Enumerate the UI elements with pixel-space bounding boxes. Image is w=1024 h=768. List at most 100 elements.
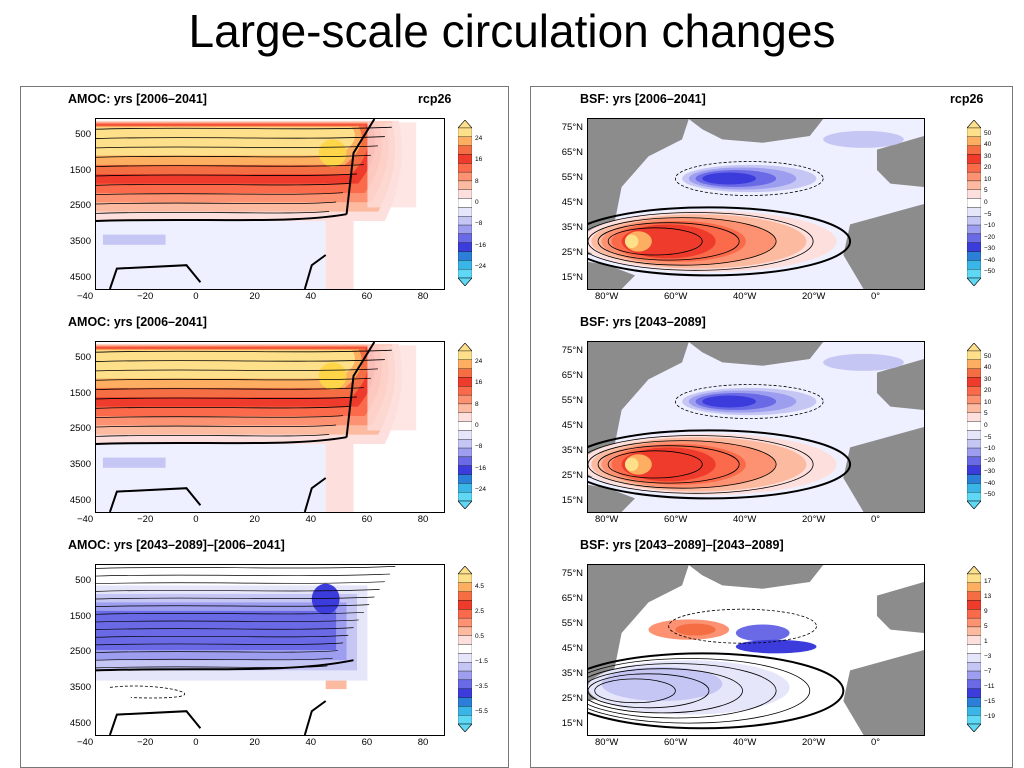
bsf-contour (588, 217, 777, 266)
bsf-map-area (587, 564, 925, 736)
amoc-plot-area (95, 564, 445, 736)
colorbar-swatch (457, 242, 473, 252)
x-tick-label: 60 (361, 737, 373, 748)
colorbar-label: 0 (475, 199, 479, 206)
panel-title: AMOC: yrs [2043–2089]–[2006–2041] (68, 538, 285, 552)
colorbar-swatch (457, 591, 473, 601)
x-tick-label: 20 (249, 291, 260, 302)
colorbar-swatch (966, 492, 982, 502)
colorbar-swatch (966, 430, 982, 440)
colorbar-label: −5 (984, 433, 992, 441)
subpolar-gyre-fill (702, 395, 756, 408)
panel-tag: rcp26 (418, 92, 452, 106)
bsf-contour (607, 450, 703, 479)
amoc-contour (96, 349, 392, 353)
bsf-contour (588, 673, 710, 709)
colorbar-swatch (457, 127, 473, 137)
colorbar-swatch (966, 706, 982, 716)
bsf-map-area (587, 341, 925, 513)
amoc-fill-band (96, 350, 355, 379)
colorbar-swatch (966, 145, 982, 155)
colorbar-label: 8 (475, 400, 479, 408)
colorbar-swatch (966, 465, 982, 475)
colorbar-label: 30 (984, 375, 992, 383)
colorbar-label: −20 (984, 233, 996, 241)
x-tick-label: −40 (77, 514, 94, 525)
colorbar-label: 20 (984, 387, 992, 395)
colorbar-label: 20 (984, 164, 992, 172)
y-tick-label: 15°N (561, 495, 583, 507)
y-tick-label: 2500 (69, 646, 91, 658)
x-tick-label: 20°W (802, 737, 826, 748)
amoc-diff-core (311, 583, 340, 615)
colorbar-swatch (966, 269, 982, 279)
y-tick-label: 500 (75, 352, 91, 363)
colorbar-swatch (457, 430, 473, 440)
y-tick-label: 4500 (69, 717, 91, 729)
y-tick-label: 500 (75, 129, 91, 140)
bsf-contour (588, 206, 852, 277)
colorbar-swatch (457, 662, 473, 672)
amoc-zero-contour (96, 659, 354, 672)
colorbar-swatch (966, 474, 982, 484)
colorbar-swatch (966, 483, 982, 493)
y-tick-label: 35°N (561, 668, 583, 680)
y-tick-label: 65°N (561, 370, 583, 382)
colorbar-swatch (457, 465, 473, 475)
y-tick-label: 500 (75, 575, 91, 586)
colorbar-swatch (457, 412, 473, 422)
y-tick-label: 45°N (561, 197, 583, 209)
y-tick-label: 55°N (561, 618, 583, 630)
amoc-plot-area (95, 118, 445, 290)
y-tick-label: 65°N (561, 147, 583, 159)
colorbar-swatch (966, 653, 982, 663)
colorbar-label: −20 (984, 456, 996, 464)
colorbar-label: 16 (475, 156, 483, 164)
x-tick-label: 0° (871, 737, 881, 748)
colorbar-swatch (966, 697, 982, 707)
amoc-contour (96, 424, 337, 428)
bsf-contour (597, 222, 740, 261)
colorbar-swatch (457, 269, 473, 279)
colorbar-swatch (966, 403, 982, 413)
colorbar-swatch (966, 412, 982, 422)
colorbar-label: −50 (984, 491, 996, 499)
amoc-contour (96, 154, 371, 158)
colorbar-swatch (966, 189, 982, 199)
bsf-contour (588, 658, 811, 724)
colorbar-swatch (966, 154, 982, 164)
colorbar-label: 5 (984, 187, 988, 195)
land-europe (876, 359, 924, 410)
colorbar-swatch (966, 171, 982, 182)
colorbar-swatch (457, 439, 473, 449)
colorbar-label: 0 (475, 422, 479, 429)
colorbar-swatch (966, 644, 982, 654)
amoc-contour (96, 581, 385, 585)
colorbar-swatch (966, 617, 982, 628)
panel-tag: rcp26 (950, 92, 984, 106)
colorbar-swatch (457, 386, 473, 396)
colorbar-label: −40 (984, 479, 996, 487)
colorbar-label: 24 (475, 134, 483, 142)
land-greenland (688, 119, 824, 143)
y-tick-label: 1500 (69, 610, 91, 622)
bsf-contour (588, 440, 777, 489)
x-tick-label: 60 (361, 514, 373, 525)
amoc-contour (96, 192, 344, 196)
panel-title: AMOC: yrs [2006–2041] (68, 315, 207, 329)
x-tick-label: 80°W (595, 514, 619, 525)
x-tick-label: 0 (193, 514, 199, 525)
colorbar-swatch (457, 377, 473, 387)
colorbar-swatch (966, 635, 982, 645)
colorbar-label: 0 (984, 199, 988, 206)
colorbar-label: 40 (984, 141, 992, 149)
colorbar-swatch (457, 653, 473, 663)
colorbar-swatch (966, 233, 982, 243)
amoc-contour (96, 359, 385, 362)
y-tick-label: 75°N (561, 122, 583, 134)
y-tick-label: 25°N (561, 693, 583, 705)
colorbar-swatch (966, 377, 982, 387)
amoc-contour (96, 201, 337, 205)
colorbar-swatch (966, 670, 982, 681)
y-tick-label: 45°N (561, 643, 583, 655)
